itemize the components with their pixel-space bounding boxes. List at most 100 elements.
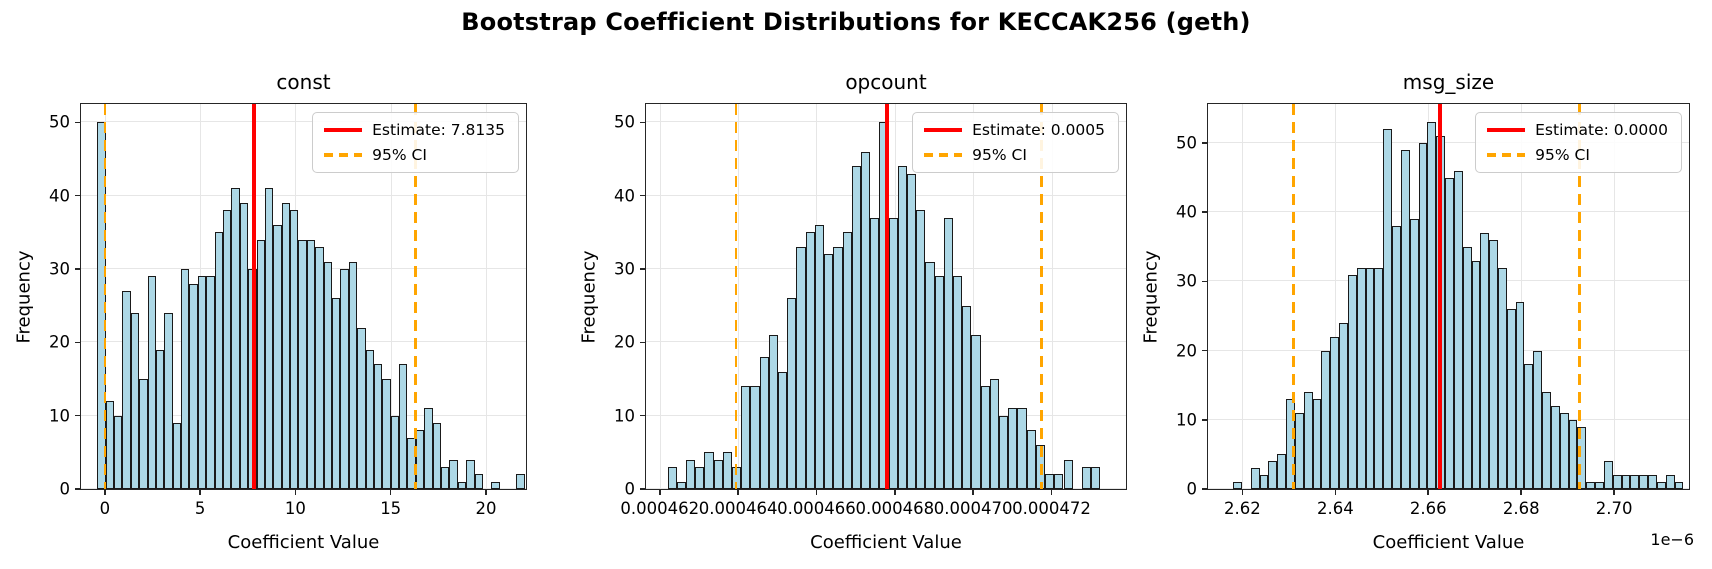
histogram-bar [1506,309,1516,489]
x-tick-mark [1241,489,1244,495]
histogram-bar [685,459,696,489]
y-tick-label: 30 [49,259,70,279]
histogram-bar [1603,461,1613,489]
x-tick-mark [1613,489,1615,495]
histogram-bar [1586,482,1596,489]
histogram-bar [778,371,788,489]
x-tick-label: 0.000472 [1012,499,1091,518]
histogram-bar [888,217,898,489]
ci-line-swatch [924,153,963,157]
histogram-bar [231,188,240,489]
histogram-bar [1233,482,1242,489]
histogram-bar [113,415,123,489]
histogram-bar [1612,475,1622,489]
y-tick-label: 10 [49,406,70,426]
estimate-line-swatch [1487,128,1526,132]
y-tick-mark [1202,142,1208,144]
histogram-bar [667,467,677,489]
x-tick-label: 0.000464 [698,499,778,518]
histogram-bar [1294,412,1304,489]
histogram-bar [989,379,1000,489]
histogram-bar [1639,475,1649,489]
histogram-bar [842,232,852,489]
histogram-bar [787,298,797,489]
histogram-bar [1081,467,1092,489]
histogram-bar [1277,454,1287,489]
histogram-bar [264,188,274,489]
y-tick-label: 30 [1176,271,1197,291]
x-tick-label: 2.68 [1502,499,1540,518]
ci-line [103,104,107,489]
histogram-bar [814,225,825,489]
histogram-bar [399,364,408,489]
subplot-msg-size: msg_size Frequency Coefficient Value 1e−… [1141,70,1695,553]
histogram-bar [1497,267,1507,489]
histogram-bar [164,313,173,489]
x-tick-label: 5 [194,499,206,518]
plot-title: const [276,70,331,94]
subplot-opcount: opcount Frequency Coefficient Value Esti… [579,70,1127,553]
x-tick-mark [389,489,392,495]
legend: Estimate: 0.0005 95% CI [912,112,1119,173]
histogram-bar [155,349,165,489]
histogram-bar [273,225,282,489]
histogram-bar [1339,322,1348,489]
y-tick-mark [640,121,646,124]
histogram-bar [925,261,935,489]
histogram-bar [130,313,140,489]
histogram-bar [491,481,500,489]
histogram-bar [1026,430,1036,489]
histogram-bar [340,269,349,489]
histogram-bar [348,261,358,489]
histogram-bar [1445,177,1454,489]
histogram-bar [214,232,223,489]
y-tick-label: 0 [59,479,71,499]
y-tick-label: 20 [614,332,635,352]
histogram-bar [953,276,963,489]
histogram-bar [980,386,990,489]
histogram-bar [1453,170,1463,489]
grid-line-x [738,104,740,489]
histogram-bar [1392,226,1401,489]
histogram-bar [796,247,806,489]
y-tick-label: 20 [1176,341,1197,361]
histogram-bar [323,261,332,489]
histogram-bar [1471,260,1481,489]
y-tick-label: 40 [1176,202,1197,222]
y-tick-mark [1202,419,1208,421]
histogram-bar [1374,267,1384,489]
histogram-bar [256,239,265,489]
x-axis-label: Coefficient Value [1372,532,1525,553]
y-tick-label: 50 [1176,133,1197,153]
y-tick-mark [640,268,646,270]
histogram-bar [934,276,944,489]
grid-line-y [81,121,526,123]
x-tick-mark [485,489,487,495]
x-tick-mark [972,489,974,495]
histogram-bar [172,423,182,489]
histogram-bar [298,239,307,489]
y-tick-mark [640,488,646,490]
histogram-bar [943,217,953,489]
estimate-line [251,104,256,489]
histogram-bar [457,481,467,489]
y-tick-mark [1202,280,1208,283]
legend-estimate-row: Estimate: 7.8135 [324,121,505,139]
histogram-bar [1550,405,1560,489]
histogram-bar [306,239,316,489]
estimate-line [884,104,889,489]
histogram-bar [768,335,779,489]
histogram-bar [833,247,843,489]
x-tick-label: 0.000462 [620,499,700,518]
grid-line-x [1521,104,1523,489]
histogram-bar [415,430,425,489]
histogram-bar [906,173,917,489]
legend-estimate-label: Estimate: 7.8135 [372,121,505,139]
y-tick-mark [75,268,81,270]
histogram-bar [1063,459,1073,489]
legend-ci-row: 95% CI [324,146,505,164]
x-axis-label: Coefficient Value [810,532,962,553]
x-tick-label: 2.66 [1409,499,1447,518]
y-tick-mark [75,194,81,197]
